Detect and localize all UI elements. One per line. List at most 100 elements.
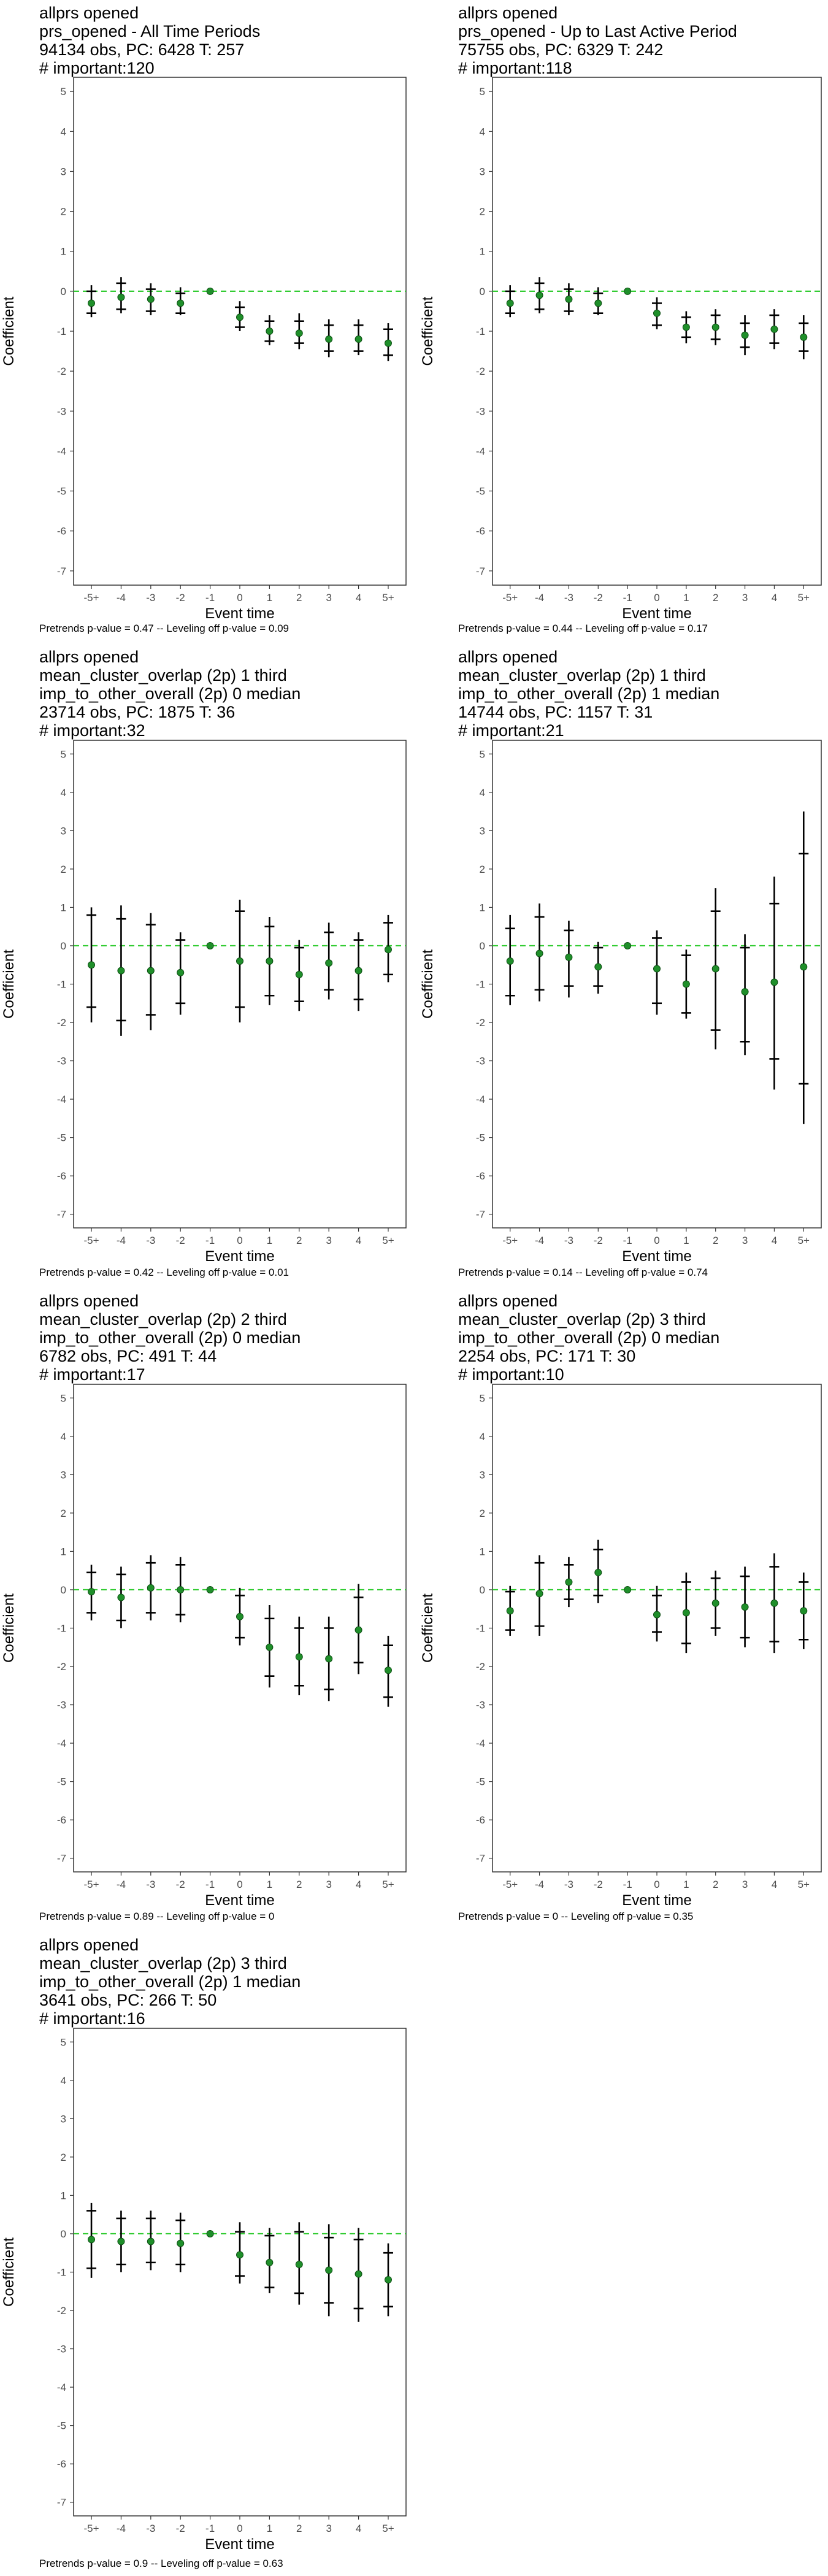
y-tick-label: -6 <box>476 1814 485 1826</box>
x-tick-label: -2 <box>594 592 603 604</box>
coefficient-point <box>682 980 690 988</box>
x-tick-label: 0 <box>237 1879 242 1890</box>
y-tick-label: 1 <box>61 1546 66 1557</box>
coefficient-point <box>711 965 719 973</box>
coefficient-point <box>236 313 243 321</box>
pretrends-label: Pretrends p-value = <box>39 2558 134 2569</box>
y-tick-label: 4 <box>480 787 485 799</box>
y-tick-label: 4 <box>480 1431 485 1443</box>
y-tick-label: 3 <box>61 1469 66 1481</box>
panel-title-line: # important:10 <box>458 1365 564 1384</box>
y-tick-label: -2 <box>57 1661 66 1673</box>
x-tick-label: -3 <box>146 1879 155 1890</box>
pretrends-label: Pretrends p-value = <box>39 623 134 634</box>
coefficient-point <box>295 1653 303 1661</box>
x-tick-label: -5+ <box>84 2523 99 2534</box>
y-tick-label: -4 <box>476 1094 485 1105</box>
y-axis-title: Coefficient <box>420 1593 436 1663</box>
pretrends-label: Pretrends p-value = <box>39 1267 134 1278</box>
x-tick-label: 1 <box>683 592 689 604</box>
coefficient-point <box>594 963 602 971</box>
y-tick-label: 4 <box>61 126 66 137</box>
coefficient-point <box>800 333 808 341</box>
panel-title-line: # important:16 <box>39 2009 145 2028</box>
y-tick-label: -4 <box>476 1738 485 1749</box>
panel-title-line: imp_to_other_overall (2p) 0 median <box>458 1328 719 1347</box>
coefficient-point <box>355 2270 362 2278</box>
panel-title-line: mean_cluster_overlap (2p) 2 third <box>39 1310 287 1328</box>
panel-title-line: mean_cluster_overlap (2p) 3 third <box>39 1954 287 1972</box>
y-tick-label: -1 <box>476 326 485 337</box>
pvalue-footer: Pretrends p-value = 0.9 -- Leveling off … <box>39 2558 283 2569</box>
coefficient-point <box>236 2251 243 2259</box>
x-axis-title: Event time <box>205 1248 274 1265</box>
panel-title-line: 75755 obs, PC: 6329 T: 242 <box>458 40 663 59</box>
coefficient-point <box>147 2237 155 2245</box>
x-tick-label: 5+ <box>798 1235 810 1246</box>
y-tick-label: -4 <box>476 445 485 457</box>
y-tick-label: -1 <box>476 1623 485 1635</box>
coefficient-point <box>117 1593 125 1601</box>
coefficient-point <box>266 328 274 335</box>
y-tick-label: 5 <box>61 2036 66 2048</box>
x-tick-label: -4 <box>117 1879 126 1890</box>
pretrends-pvalue: 0.9 <box>134 2558 148 2569</box>
y-tick-label: 5 <box>61 748 66 760</box>
y-tick-label: -5 <box>476 486 485 497</box>
leveling-label: -- Leveling off p-value = <box>573 1267 688 1278</box>
coefficient-point <box>711 1599 719 1607</box>
x-tick-label: -4 <box>535 1879 544 1890</box>
pretrends-pvalue: 0.47 <box>134 623 154 634</box>
y-tick-label: -5 <box>57 2420 66 2432</box>
y-tick-label: 0 <box>480 286 485 297</box>
coefficient-point <box>384 1666 392 1674</box>
coefficient-point <box>506 1607 514 1615</box>
y-tick-label: -7 <box>476 565 485 577</box>
x-tick-label: -5+ <box>84 592 99 604</box>
y-tick-label: -7 <box>476 1853 485 1865</box>
y-tick-label: -3 <box>57 1056 66 1067</box>
x-tick-label: 3 <box>742 592 748 604</box>
y-tick-label: 5 <box>480 1392 485 1404</box>
coefficient-point <box>147 295 155 303</box>
x-tick-label: 1 <box>683 1235 689 1246</box>
y-tick-label: -1 <box>476 979 485 991</box>
y-tick-label: -4 <box>57 1094 66 1105</box>
x-tick-label: 5+ <box>382 2523 394 2534</box>
coefficient-point <box>594 1568 602 1576</box>
x-tick-label: -3 <box>146 2523 155 2534</box>
panel-title-line: prs_opened - Up to Last Active Period <box>458 22 737 40</box>
x-tick-label: -4 <box>117 592 126 604</box>
y-tick-label: -1 <box>57 1623 66 1635</box>
y-tick-label: 0 <box>61 940 66 952</box>
pretrends-pvalue: 0.89 <box>134 1911 154 1922</box>
y-tick-label: 2 <box>61 864 66 875</box>
y-tick-label: -3 <box>57 405 66 417</box>
x-tick-label: -1 <box>623 1235 632 1246</box>
x-tick-label: -2 <box>176 1235 185 1246</box>
panel-title-line: allprs opened <box>39 1936 139 1954</box>
coefficient-point <box>624 941 632 949</box>
y-tick-label: 2 <box>480 864 485 875</box>
y-tick-label: 2 <box>480 206 485 218</box>
coefficient-point <box>147 1584 155 1592</box>
coefficient-point <box>325 335 333 343</box>
x-tick-label: -2 <box>594 1235 603 1246</box>
y-tick-label: -1 <box>57 979 66 991</box>
y-tick-label: -5 <box>476 1132 485 1144</box>
coefficient-point <box>206 1585 214 1593</box>
y-tick-label: 0 <box>61 286 66 297</box>
y-tick-label: -2 <box>476 1017 485 1029</box>
leveling-pvalue: 0.17 <box>688 623 708 634</box>
pretrends-pvalue: 0.42 <box>134 1267 154 1278</box>
pvalue-footer: Pretrends p-value = 0.47 -- Leveling off… <box>39 623 289 634</box>
coefficient-point <box>295 329 303 337</box>
x-tick-label: 4 <box>356 1879 361 1890</box>
coefficient-point <box>741 1603 749 1611</box>
y-tick-label: 4 <box>480 126 485 137</box>
panel-title-line: imp_to_other_overall (2p) 0 median <box>39 684 301 703</box>
x-tick-label: -3 <box>146 1235 155 1246</box>
x-tick-label: 1 <box>267 1879 272 1890</box>
